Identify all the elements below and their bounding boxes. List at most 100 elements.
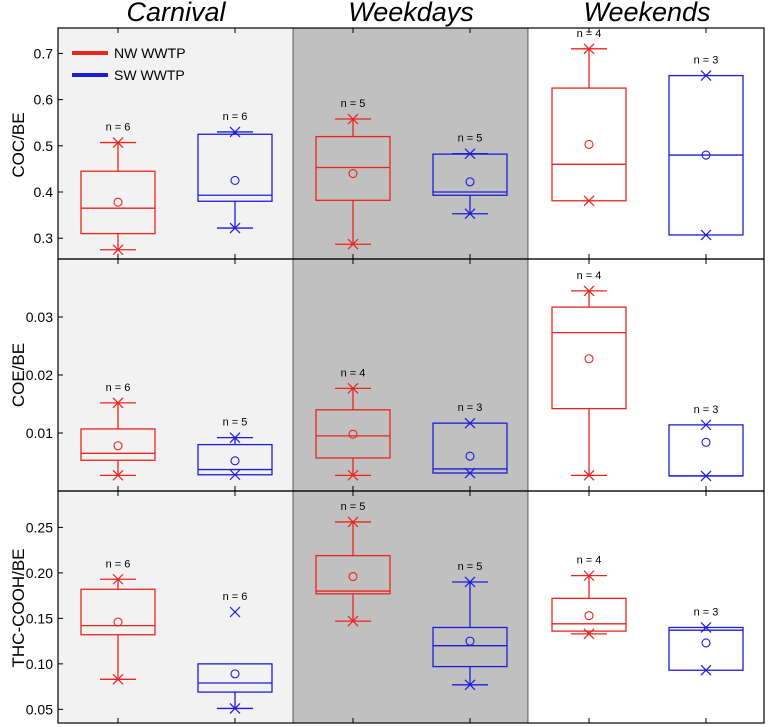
panel-coc-be-weekdays-nw-wwtp-max-marker-stroke <box>347 113 359 125</box>
group-background-carnival <box>58 28 293 723</box>
y-axis-label-coc: COC/BE <box>9 112 28 177</box>
panel-coc-be-carnival-nw-wwtp-min-marker-stroke <box>112 244 124 256</box>
panel-thc-cooh-be-carnival-sw-wwtp-max-marker-stroke <box>229 606 241 618</box>
panel-coc-be-weekends-nw-wwtp-max-marker <box>583 43 595 55</box>
panel-coc-be-carnival-sw-wwtp-mean <box>230 175 240 186</box>
panel-coc-be-carnival-sw-wwtp-max-marker-stroke <box>229 126 241 138</box>
panel-coc-be-weekdays-nw-wwtp-min-marker-stroke <box>347 238 359 250</box>
panel-coc-be-carnival-sw-wwtp-min-marker-stroke <box>229 222 241 234</box>
panel-coe-be-ytick-label: 0.02 <box>26 367 53 383</box>
panel-thc-cooh-be-weekdays-nw-wwtp-mean <box>348 571 358 582</box>
panel-coc-be-weekdays-nw-wwtp-min-marker <box>347 238 359 250</box>
panel-coe-be-carnival-nw-wwtp-max-marker <box>112 397 124 409</box>
panel-coe-be-carnival-sw-wwtp-min-marker-stroke <box>229 469 241 481</box>
panel-thc-cooh-be-carnival-sw-wwtp-min-marker-stroke <box>229 703 241 714</box>
panel-coc-be-carnival-nw-wwtp-max-marker-stroke <box>112 137 124 149</box>
panel-coe-be-carnival-sw-wwtp-mean <box>230 456 240 466</box>
panel-coe-be-weekends-nw-wwtp-min-marker-stroke <box>583 469 595 481</box>
panel-thc-cooh-be-ytick-label: 0.05 <box>26 701 53 717</box>
panel-coe-be-weekends-nw-wwtp-max-marker-stroke <box>583 285 595 297</box>
panel-thc-cooh-be-weekends-sw-wwtp-min-marker <box>700 664 712 676</box>
panel-coc-be-weekends-sw-wwtp-min-marker-stroke <box>700 229 712 241</box>
panel-coe-be-weekends-nw-wwtp-min-marker <box>583 469 595 481</box>
panel-coc-be-ytick-label: 0.6 <box>34 92 54 108</box>
panel-coc-be-weekends-sw-wwtp-min-marker <box>700 229 712 241</box>
panel-coe-be-weekdays-nw-wwtp-box <box>315 409 391 459</box>
panel-coc-be-carnival-sw-wwtp-n-label: n = 6 <box>223 111 248 123</box>
panel-coe-be-weekdays-nw-wwtp-n-label: n = 4 <box>341 367 366 379</box>
panel-thc-cooh-be-carnival-nw-wwtp-mean <box>113 617 123 627</box>
panel-coc-be-carnival-nw-wwtp-max-marker <box>112 137 124 149</box>
panel-thc-cooh-be-weekends-nw-wwtp-n-label: n = 4 <box>577 555 602 567</box>
panel-thc-cooh-be-weekdays-sw-wwtp-mean <box>465 636 475 646</box>
panel-coc-be-weekdays-sw-wwtp-min-marker <box>464 208 476 220</box>
panel-thc-cooh-be-carnival-nw-wwtp-n-label: n = 6 <box>106 558 131 570</box>
panel-thc-cooh-be-ytick-label: 0.10 <box>26 656 53 672</box>
panel-coc-be-weekdays-sw-wwtp-max-marker-stroke <box>464 148 476 160</box>
panel-thc-cooh-be-weekends-sw-wwtp-max-marker <box>700 622 712 633</box>
legend: NW WWTP SW WWTP <box>72 45 186 83</box>
panel-coe-be-weekdays-sw-wwtp-min-marker <box>464 467 476 479</box>
panel-thc-cooh-be-weekdays-sw-wwtp-min-marker <box>464 679 476 691</box>
panel-thc-cooh-be-weekdays-nw-wwtp-max-marker-stroke <box>347 516 359 528</box>
panel-coe-be-weekdays-sw-wwtp-max-marker-stroke <box>464 417 476 429</box>
panel-coe-be-carnival-nw-wwtp-mean <box>113 441 123 451</box>
panel-coe-be-ytick-label: 0.03 <box>26 309 53 325</box>
panel-coc-be-weekends-sw-wwtp-max-marker <box>700 70 712 82</box>
panel-coc-be-weekends-sw-wwtp-max-marker-stroke <box>700 70 712 82</box>
panel-coc-be-weekends-nw-wwtp-min-marker <box>583 195 595 207</box>
panel-coc-be-weekdays-sw-wwtp-n-label: n = 5 <box>458 133 483 145</box>
group-background-layer <box>58 28 764 723</box>
panel-coc-be-ytick-label: 0.7 <box>34 45 54 61</box>
panel-coe-be-weekdays-sw-wwtp-max-marker <box>464 417 476 429</box>
panel-coe-be-carnival-nw-wwtp-n-label: n = 6 <box>106 382 131 394</box>
panel-coc-be-weekdays-nw-wwtp-n-label: n = 5 <box>341 98 366 110</box>
panel-coc-be-weekdays-sw-wwtp-mean <box>465 177 475 187</box>
panel-coe-be-weekends-sw-wwtp-mean <box>701 437 711 447</box>
panel-coc-be-weekdays-nw-wwtp-box <box>315 135 391 201</box>
panel-thc-cooh-be-weekends-nw-wwtp-box <box>551 597 627 632</box>
panel-thc-cooh-be-weekends-sw-wwtp-min-marker-stroke <box>700 664 712 676</box>
panel-thc-cooh-be-carnival-sw-wwtp-mean <box>230 669 240 679</box>
panel-coc-be-ytick-label: 0.4 <box>34 184 54 200</box>
panel-coe-be-carnival-nw-wwtp-box <box>80 428 156 461</box>
panel-thc-cooh-be-weekdays-sw-wwtp-max-marker <box>464 576 476 588</box>
panel-coc-be-carnival-sw-wwtp-box <box>197 133 273 202</box>
panel-coe-be-weekdays-sw-wwtp-n-label: n = 3 <box>458 402 483 414</box>
panel-thc-cooh-be-weekends-nw-wwtp-min-marker-stroke <box>583 628 595 640</box>
panel-coc-be-ytick-label: 0.3 <box>34 230 54 246</box>
panel-coe-be-weekends-sw-wwtp-max-marker <box>700 419 712 431</box>
panel-coe-be-weekdays-nw-wwtp-min-marker <box>347 469 359 481</box>
panel-coc-be-weekends-sw-wwtp-mean <box>701 150 711 160</box>
panel-coe-be-carnival-nw-wwtp-min-marker <box>112 469 124 481</box>
panel-coc-be-weekends-nw-wwtp-n-label: n = 4 <box>577 28 602 40</box>
panel-thc-cooh-be-weekends-sw-wwtp-mean <box>701 638 711 648</box>
panel-coc-be-weekends-sw-wwtp-n-label: n = 3 <box>694 55 719 67</box>
panel-coe-be-carnival-nw-wwtp-max-marker-stroke <box>112 397 124 409</box>
panel-thc-cooh-be-carnival-nw-wwtp-max-marker <box>112 573 124 585</box>
panel-coe-be-weekdays-sw-wwtp-min-marker-stroke <box>464 467 476 479</box>
panel-thc-cooh-be-carnival-nw-wwtp-max-marker-stroke <box>112 573 124 585</box>
y-axis-label-coe: COE/BE <box>9 343 28 407</box>
panel-coe-be-weekdays-nw-wwtp-max-marker-stroke <box>347 382 359 394</box>
plot-layer: 0.3 0.4 0.5 0.6 0.7 n = 6 n = 6 n = 5 n = 5 n = 4… <box>26 27 765 724</box>
panel-coc-be-weekdays-nw-wwtp-max-marker <box>347 113 359 125</box>
panel-thc-cooh-be-weekdays-nw-wwtp-box <box>315 554 391 595</box>
group-titles: Carnival Weekdays Weekends <box>126 0 710 27</box>
panel-thc-cooh-be-carnival-nw-wwtp-box <box>80 588 156 636</box>
panel-coe-be-weekdays-nw-wwtp-mean <box>348 429 358 439</box>
panel-coe-be-weekends-nw-wwtp-n-label: n = 4 <box>577 270 602 282</box>
panel-coe-be-weekends-sw-wwtp-min-marker <box>700 470 712 482</box>
panel-thc-cooh-be-weekdays-sw-wwtp-n-label: n = 5 <box>458 561 483 573</box>
group-background-weekends <box>528 28 764 723</box>
panel-thc-cooh-be-carnival-sw-wwtp-min-marker <box>229 703 241 714</box>
panel-coe-be-ytick-label: 0.01 <box>26 425 53 441</box>
panel-thc-cooh-be-weekdays-sw-wwtp-max-marker-stroke <box>464 576 476 588</box>
panel-thc-cooh-be-carnival-nw-wwtp-min-marker <box>112 673 124 685</box>
panel-coe-be-weekdays-nw-wwtp-min-marker-stroke <box>347 469 359 481</box>
panel-coe-be-weekends-nw-wwtp-mean <box>584 354 594 364</box>
panel-thc-cooh-be-ytick-label: 0.15 <box>26 610 53 626</box>
panel-thc-cooh-be-weekdays-sw-wwtp-min-marker-stroke <box>464 679 476 691</box>
panel-thc-cooh-be-weekdays-nw-wwtp-n-label: n = 5 <box>341 501 366 513</box>
